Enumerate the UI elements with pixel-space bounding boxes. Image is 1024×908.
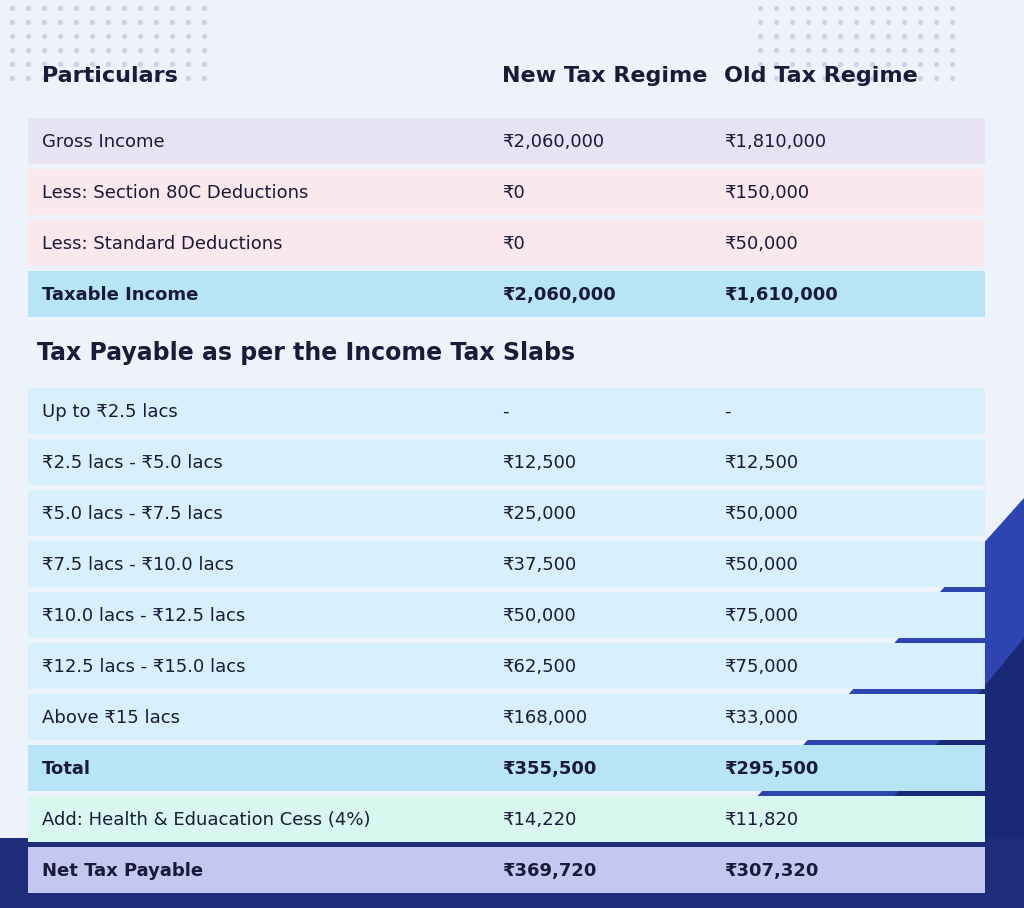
Text: ₹33,000: ₹33,000 [724, 709, 798, 727]
Bar [28, 745, 985, 791]
Text: Above ₹15 lacs: Above ₹15 lacs [42, 709, 180, 727]
Text: Gross Income: Gross Income [42, 133, 165, 151]
Text: ₹355,500: ₹355,500 [502, 760, 596, 778]
Text: ₹12,500: ₹12,500 [724, 454, 798, 472]
Text: ₹75,000: ₹75,000 [724, 607, 798, 625]
Text: Net Tax Payable: Net Tax Payable [42, 862, 203, 880]
Text: ₹50,000: ₹50,000 [724, 235, 798, 253]
Text: ₹0: ₹0 [502, 235, 524, 253]
Text: ₹1,810,000: ₹1,810,000 [724, 133, 826, 151]
Text: ₹62,500: ₹62,500 [502, 658, 577, 676]
Text: ₹7.5 lacs - ₹10.0 lacs: ₹7.5 lacs - ₹10.0 lacs [42, 556, 233, 574]
Bar [28, 169, 985, 215]
Text: ₹2.5 lacs - ₹5.0 lacs: ₹2.5 lacs - ₹5.0 lacs [42, 454, 223, 472]
Text: ₹168,000: ₹168,000 [502, 709, 587, 727]
Text: Less: Section 80C Deductions: Less: Section 80C Deductions [42, 184, 308, 202]
Text: ₹12.5 lacs - ₹15.0 lacs: ₹12.5 lacs - ₹15.0 lacs [42, 658, 246, 676]
Text: Total: Total [42, 760, 91, 778]
Text: ₹25,000: ₹25,000 [502, 505, 575, 523]
Text: ₹75,000: ₹75,000 [724, 658, 798, 676]
Text: ₹12,500: ₹12,500 [502, 454, 577, 472]
Bar [28, 220, 985, 266]
Text: ₹14,220: ₹14,220 [502, 811, 577, 829]
Bar [28, 271, 985, 317]
Text: -: - [502, 403, 509, 421]
Text: ₹37,500: ₹37,500 [502, 556, 577, 574]
Bar [28, 118, 985, 164]
Text: ₹0: ₹0 [502, 184, 524, 202]
Text: ₹11,820: ₹11,820 [724, 811, 798, 829]
Text: Tax Payable as per the Income Tax Slabs: Tax Payable as per the Income Tax Slabs [37, 341, 575, 365]
Text: ₹1,610,000: ₹1,610,000 [724, 286, 838, 304]
Bar [28, 796, 985, 842]
Polygon shape [860, 638, 1024, 838]
Text: ₹5.0 lacs - ₹7.5 lacs: ₹5.0 lacs - ₹7.5 lacs [42, 505, 223, 523]
Text: Up to ₹2.5 lacs: Up to ₹2.5 lacs [42, 403, 178, 421]
Text: ₹50,000: ₹50,000 [724, 556, 798, 574]
Text: ₹2,060,000: ₹2,060,000 [502, 133, 604, 151]
Text: ₹2,060,000: ₹2,060,000 [502, 286, 615, 304]
Text: ₹307,320: ₹307,320 [724, 862, 818, 880]
Text: ₹295,500: ₹295,500 [724, 760, 818, 778]
Bar [0, 838, 1024, 908]
Text: Particulars: Particulars [42, 66, 178, 86]
Text: Add: Health & Eduacation Cess (4%): Add: Health & Eduacation Cess (4%) [42, 811, 371, 829]
Bar [28, 694, 985, 740]
Bar [28, 643, 985, 689]
Text: ₹50,000: ₹50,000 [502, 607, 575, 625]
Text: Taxable Income: Taxable Income [42, 286, 199, 304]
Text: Less: Standard Deductions: Less: Standard Deductions [42, 235, 283, 253]
Text: -: - [724, 403, 730, 421]
Bar [28, 847, 985, 893]
Bar [28, 541, 985, 587]
Text: Old Tax Regime: Old Tax Regime [724, 66, 918, 86]
Polygon shape [720, 498, 1024, 838]
Bar [28, 439, 985, 485]
Bar [28, 490, 985, 536]
Text: ₹10.0 lacs - ₹12.5 lacs: ₹10.0 lacs - ₹12.5 lacs [42, 607, 246, 625]
Bar [28, 592, 985, 638]
Text: ₹150,000: ₹150,000 [724, 184, 809, 202]
Text: ₹50,000: ₹50,000 [724, 505, 798, 523]
Text: ₹369,720: ₹369,720 [502, 862, 596, 880]
Text: New Tax Regime: New Tax Regime [502, 66, 708, 86]
Bar [28, 388, 985, 434]
